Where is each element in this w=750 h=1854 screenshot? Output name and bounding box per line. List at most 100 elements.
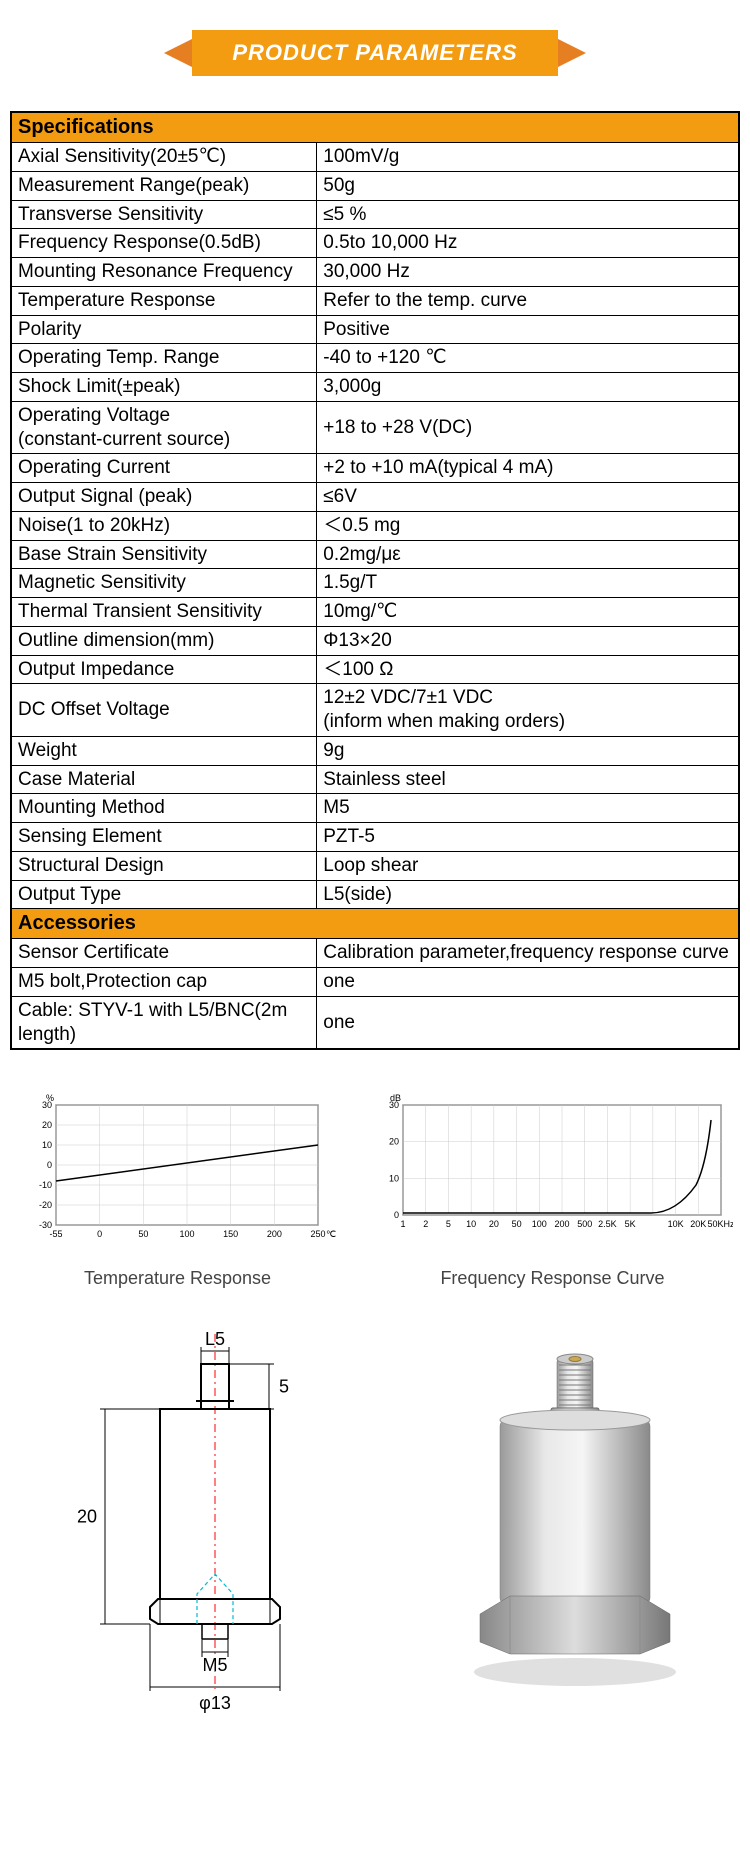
svg-text:0: 0 — [393, 1210, 398, 1220]
svg-text:200: 200 — [554, 1219, 569, 1229]
svg-text:20: 20 — [41, 1120, 51, 1130]
spec-value: -40 to +120 ℃ — [317, 344, 739, 373]
accessory-key: M5 bolt,Protection cap — [11, 968, 317, 997]
spec-value: M5 — [317, 794, 739, 823]
accessory-value: one — [317, 968, 739, 997]
table-row: Outline dimension(mm)Φ13×20 — [11, 626, 739, 655]
svg-text:10: 10 — [41, 1140, 51, 1150]
accessory-key: Cable: STYV-1 with L5/BNC(2m length) — [11, 996, 317, 1049]
spec-key: Axial Sensitivity(20±5℃) — [11, 143, 317, 172]
spec-value: 1.5g/T — [317, 569, 739, 598]
temperature-response-chart: 3020100-10-20-30-55050100150200250%℃ — [18, 1090, 338, 1260]
drawings-row: L5520M5φ13 — [10, 1319, 740, 1719]
table-row: Thermal Transient Sensitivity10mg/℃ — [11, 598, 739, 627]
spec-value: PZT-5 — [317, 823, 739, 852]
svg-text:10: 10 — [466, 1219, 476, 1229]
table-row: Sensing ElementPZT-5 — [11, 823, 739, 852]
spec-key: Case Material — [11, 765, 317, 794]
svg-text:100: 100 — [531, 1219, 546, 1229]
spec-key: Measurement Range(peak) — [11, 171, 317, 200]
svg-text:0: 0 — [46, 1160, 51, 1170]
svg-text:%: % — [45, 1093, 53, 1103]
temp-chart-label: Temperature Response — [18, 1268, 338, 1289]
spec-key: Structural Design — [11, 851, 317, 880]
spec-value: ≤6V — [317, 483, 739, 512]
spec-value: ＜100 Ω — [317, 655, 739, 684]
svg-text:℃: ℃ — [326, 1229, 336, 1239]
spec-value: L5(side) — [317, 880, 739, 909]
svg-text:0: 0 — [97, 1229, 102, 1239]
spec-value: 3,000g — [317, 373, 739, 402]
svg-text:1: 1 — [400, 1219, 405, 1229]
svg-text:2: 2 — [423, 1219, 428, 1229]
svg-text:φ13: φ13 — [199, 1693, 231, 1713]
spec-key: Noise(1 to 20kHz) — [11, 511, 317, 540]
spec-value: ＜0.5 mg — [317, 511, 739, 540]
spec-key: Operating Voltage (constant-current sour… — [11, 401, 317, 454]
table-row: Output Impedance＜100 Ω — [11, 655, 739, 684]
spec-key: Output Signal (peak) — [11, 483, 317, 512]
spec-key: Output Impedance — [11, 655, 317, 684]
specs-header-row: Specifications — [11, 112, 739, 143]
table-row: Transverse Sensitivity≤5 % — [11, 200, 739, 229]
svg-text:dB: dB — [389, 1093, 400, 1103]
specs-header: Specifications — [11, 112, 739, 143]
table-row: Measurement Range(peak)50g — [11, 171, 739, 200]
spec-value: 100mV/g — [317, 143, 739, 172]
freq-chart-box: 30201001251020501002005002.5K5K10K20K50K… — [373, 1090, 733, 1289]
accessory-value: one — [317, 996, 739, 1049]
table-row: Operating Voltage (constant-current sour… — [11, 401, 739, 454]
spec-value: 30,000 Hz — [317, 258, 739, 287]
banner-title: PRODUCT PARAMETERS — [192, 30, 557, 76]
spec-key: Frequency Response(0.5dB) — [11, 229, 317, 258]
spec-value: +18 to +28 V(DC) — [317, 401, 739, 454]
table-row: Operating Current+2 to +10 mA(typical 4 … — [11, 454, 739, 483]
svg-text:20: 20 — [488, 1219, 498, 1229]
spec-value: Positive — [317, 315, 739, 344]
spec-key: Mounting Resonance Frequency — [11, 258, 317, 287]
svg-text:5: 5 — [445, 1219, 450, 1229]
table-row: Axial Sensitivity(20±5℃)100mV/g — [11, 143, 739, 172]
accessories-header: Accessories — [11, 909, 739, 939]
spec-key: DC Offset Voltage — [11, 684, 317, 737]
spec-key: Base Strain Sensitivity — [11, 540, 317, 569]
spec-value: +2 to +10 mA(typical 4 mA) — [317, 454, 739, 483]
table-row: M5 bolt,Protection capone — [11, 968, 739, 997]
table-row: Noise(1 to 20kHz)＜0.5 mg — [11, 511, 739, 540]
table-row: Mounting MethodM5 — [11, 794, 739, 823]
product-render — [430, 1319, 720, 1719]
spec-value: ≤5 % — [317, 200, 739, 229]
table-row: Output Signal (peak)≤6V — [11, 483, 739, 512]
svg-text:10K: 10K — [667, 1219, 683, 1229]
spec-value: 10mg/℃ — [317, 598, 739, 627]
svg-text:50: 50 — [511, 1219, 521, 1229]
spec-key: Outline dimension(mm) — [11, 626, 317, 655]
table-row: Base Strain Sensitivity0.2mg/με — [11, 540, 739, 569]
svg-text:5: 5 — [279, 1377, 289, 1397]
svg-text:500: 500 — [577, 1219, 592, 1229]
spec-key: Sensing Element — [11, 823, 317, 852]
spec-key: Operating Current — [11, 454, 317, 483]
parameters-table: Specifications Axial Sensitivity(20±5℃)1… — [10, 111, 740, 1050]
svg-text:2.5K: 2.5K — [598, 1219, 617, 1229]
spec-key: Transverse Sensitivity — [11, 200, 317, 229]
table-row: Structural DesignLoop shear — [11, 851, 739, 880]
spec-key: Weight — [11, 736, 317, 765]
svg-text:100: 100 — [179, 1229, 194, 1239]
svg-text:20: 20 — [77, 1507, 97, 1527]
freq-chart-label: Frequency Response Curve — [373, 1268, 733, 1289]
table-row: Case MaterialStainless steel — [11, 765, 739, 794]
spec-key: Thermal Transient Sensitivity — [11, 598, 317, 627]
spec-key: Operating Temp. Range — [11, 344, 317, 373]
frequency-response-chart: 30201001251020501002005002.5K5K10K20K50K… — [373, 1090, 733, 1260]
table-row: PolarityPositive — [11, 315, 739, 344]
accessory-value: Calibration parameter,frequency response… — [317, 939, 739, 968]
spec-key: Temperature Response — [11, 286, 317, 315]
svg-text:-55: -55 — [49, 1229, 62, 1239]
table-row: Operating Temp. Range-40 to +120 ℃ — [11, 344, 739, 373]
table-row: Sensor CertificateCalibration parameter,… — [11, 939, 739, 968]
table-row: DC Offset Voltage12±2 VDC/7±1 VDC (infor… — [11, 684, 739, 737]
spec-value: 0.2mg/με — [317, 540, 739, 569]
svg-text:5K: 5K — [624, 1219, 635, 1229]
table-row: Cable: STYV-1 with L5/BNC(2m length)one — [11, 996, 739, 1049]
